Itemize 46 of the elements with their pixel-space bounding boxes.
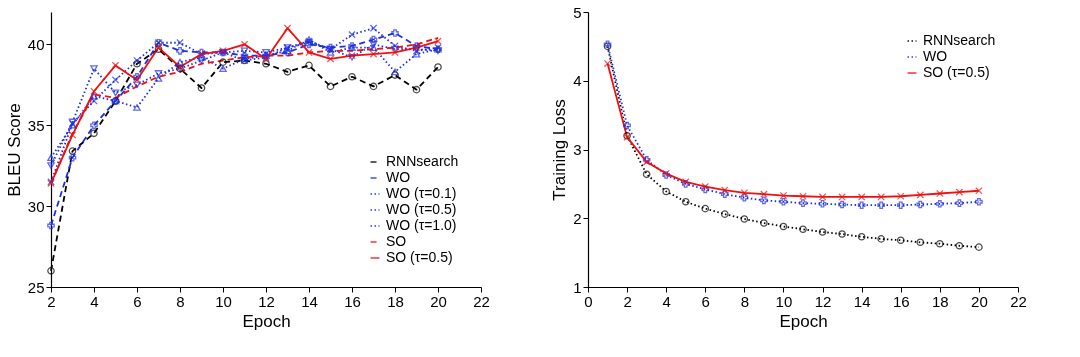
legend-label: WO (τ=1.0) xyxy=(386,217,457,233)
y-tick-label: 2 xyxy=(573,209,582,227)
y-tick-label: 40 xyxy=(27,35,45,53)
x-tick-label: 2 xyxy=(623,292,632,310)
x-tick-label: 4 xyxy=(662,292,671,310)
legend-label: WO xyxy=(386,169,411,185)
y-tick-label: 25 xyxy=(27,278,45,296)
legend-label: RNNsearch xyxy=(386,153,459,169)
x-tick-label: 18 xyxy=(931,292,949,310)
x-tick-label: 22 xyxy=(1010,292,1027,310)
x-tick-label: 12 xyxy=(258,292,275,310)
x-tick-label: 22 xyxy=(473,292,490,310)
x-tick-label: 10 xyxy=(775,292,793,310)
legend-label: SO (τ=0.5) xyxy=(386,249,453,265)
x-tick-label: 6 xyxy=(701,292,710,310)
y-axis-title: BLEU Score xyxy=(4,103,24,197)
x-tick-label: 18 xyxy=(387,292,404,310)
legend-label: WO xyxy=(923,48,948,64)
legend-label: WO (τ=0.5) xyxy=(386,201,457,217)
x-tick-label: 16 xyxy=(344,292,361,310)
y-tick-label: 3 xyxy=(573,141,582,158)
x-tick-label: 0 xyxy=(584,292,593,310)
x-tick-label: 12 xyxy=(814,292,832,310)
y-tick-label: 5 xyxy=(573,3,582,21)
x-tick-label: 16 xyxy=(892,292,910,310)
y-tick-label: 30 xyxy=(27,197,45,215)
x-axis-title: Epoch xyxy=(779,311,828,331)
x-tick-label: 14 xyxy=(853,292,871,310)
legend-label: SO xyxy=(386,233,407,249)
y-axis-title: Training Loss xyxy=(550,99,570,201)
x-tick-label: 8 xyxy=(740,292,750,310)
legend-label: RNNsearch xyxy=(923,32,996,48)
x-axis-title: Epoch xyxy=(242,311,291,331)
x-tick-label: 8 xyxy=(176,292,185,310)
x-tick-label: 4 xyxy=(90,292,99,310)
y-tick-label: 35 xyxy=(27,116,45,134)
y-tick-label: 1 xyxy=(573,278,582,296)
y-tick-label: 4 xyxy=(573,72,582,90)
x-tick-label: 10 xyxy=(215,292,232,310)
x-tick-label: 20 xyxy=(971,292,988,310)
x-tick-label: 14 xyxy=(301,292,318,310)
x-tick-label: 6 xyxy=(133,292,142,310)
legend-label: SO (τ=0.5) xyxy=(923,64,990,80)
x-tick-label: 2 xyxy=(47,292,56,310)
x-tick-label: 20 xyxy=(430,292,447,310)
legend-label: WO (τ=0.1) xyxy=(386,185,457,201)
